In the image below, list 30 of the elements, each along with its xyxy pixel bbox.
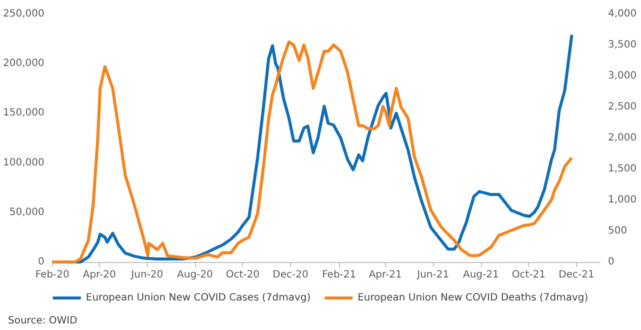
y2-tick-label: 4,000 — [608, 8, 637, 20]
y-tick-label: 250,000 — [2, 8, 44, 20]
y2-tick-label: 500 — [608, 226, 628, 236]
x-tick-label: Aug-21 — [462, 270, 499, 280]
x-tick-label: Dec-20 — [272, 270, 308, 280]
x-tick-label: Aug-20 — [177, 270, 213, 280]
x-tick-label: Apr-21 — [368, 270, 402, 280]
y2-tick-label: 3,500 — [608, 40, 637, 50]
y-tick-label: 0 — [38, 256, 44, 268]
x-tick-label: Feb-20 — [35, 270, 70, 280]
x-tick-label: Jun-21 — [416, 270, 450, 280]
y2-tick-label: 2,500 — [608, 102, 637, 112]
legend-label: European Union New COVID Cases (7dmavg) — [86, 292, 311, 304]
y2-tick-label: 1,500 — [608, 164, 637, 174]
x-tick-label: Oct-20 — [226, 270, 260, 280]
y2-tick-label: 0 — [608, 256, 614, 268]
legend-label: European Union New COVID Deaths (7dmavg) — [358, 292, 588, 304]
y2-tick-label: 3,000 — [608, 70, 637, 82]
y-tick-label: 50,000 — [9, 206, 44, 218]
y2-tick-label: 1,000 — [608, 194, 637, 206]
source-note: Source: OWID — [8, 316, 78, 326]
x-tick-label: Dec-21 — [558, 270, 594, 280]
y-tick-label: 150,000 — [2, 108, 44, 119]
y2-tick-label: 2,000 — [608, 132, 637, 144]
x-tick-label: Apr-20 — [82, 270, 116, 280]
x-tick-label: Jun-20 — [130, 270, 164, 280]
x-tick-label: Feb-21 — [322, 270, 356, 280]
x-tick-label: Oct-21 — [512, 270, 546, 280]
y-tick-label: 200,000 — [2, 58, 44, 70]
y-tick-label: 100,000 — [2, 157, 44, 168]
